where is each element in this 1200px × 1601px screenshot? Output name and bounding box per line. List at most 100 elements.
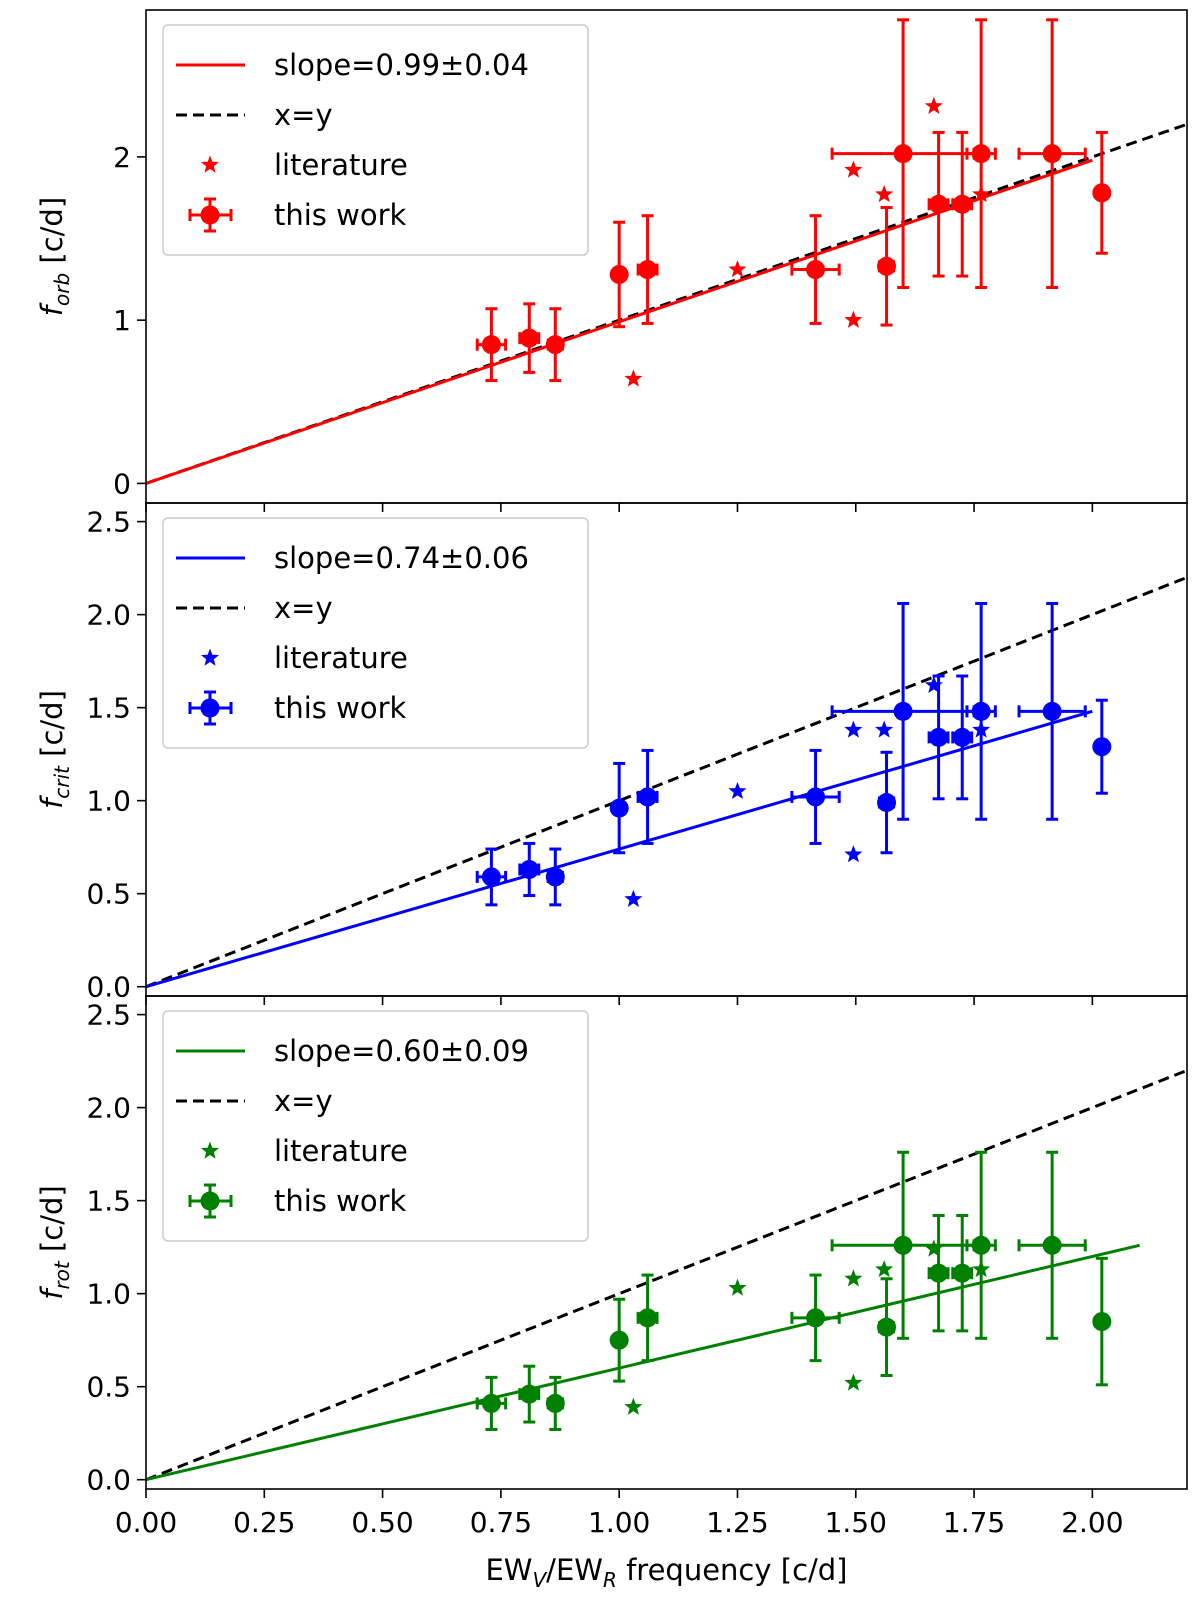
legend-crit: slope=0.74±0.06 x=y literature this work	[162, 517, 589, 749]
marker	[971, 144, 991, 164]
literature-point	[924, 675, 943, 693]
legend-fit-label: slope=0.74±0.06	[274, 541, 529, 575]
marker	[1042, 144, 1062, 164]
fit-line	[146, 1243, 1141, 1482]
x-tick-label: 1.00	[588, 1506, 650, 1539]
literature-point	[624, 1397, 643, 1415]
y-tick-label: 2.0	[86, 599, 131, 632]
this-work-point	[790, 748, 841, 845]
this-work-point	[609, 220, 629, 329]
marker	[971, 701, 991, 721]
plot-area-crit	[146, 576, 1187, 989]
literature-point	[844, 160, 863, 178]
x-tick-label: 2.00	[1061, 1506, 1123, 1539]
this-work-point	[609, 1297, 629, 1383]
marker	[481, 335, 501, 355]
y-tick-label: 2.0	[86, 1092, 131, 1125]
this-work-point	[545, 1375, 565, 1431]
literature-point	[844, 845, 863, 863]
legend-box	[162, 24, 589, 256]
this-work-point	[1092, 130, 1112, 255]
marker	[971, 1235, 991, 1255]
x-tick-label: 1.25	[706, 1506, 768, 1539]
legend-box	[162, 1010, 589, 1242]
this-work-point	[877, 1277, 897, 1378]
y-tick-label: 2	[113, 141, 131, 174]
marker	[877, 793, 897, 813]
this-work-point	[830, 18, 976, 290]
y-tick-label: 0.5	[86, 878, 131, 911]
this-work-point	[790, 214, 841, 325]
panel-rot: 0.0 0.5 1.0 1.5 2.0 2.5 0.00 0.25 0.50 0.75 1.00 1.…	[35, 995, 1188, 1539]
y-axis-label: forb [c/d]	[35, 197, 74, 316]
xy-line	[146, 122, 1187, 485]
marker	[519, 859, 539, 879]
y-tick-label: 1.5	[86, 1185, 131, 1218]
legend-marker	[200, 205, 220, 225]
this-work-point	[927, 1214, 950, 1333]
marker	[1042, 701, 1062, 721]
y-tick-label: 1.5	[86, 692, 131, 725]
y-tick-label: 0.5	[86, 1371, 131, 1404]
legend-star-icon	[200, 648, 220, 666]
legend-literature-label: literature	[274, 148, 408, 182]
legend-this-work-label: this work	[274, 198, 407, 232]
literature-point	[624, 369, 643, 387]
marker	[638, 787, 658, 807]
marker	[806, 1308, 826, 1328]
this-work-point	[965, 1150, 997, 1340]
y-axis-label: frot [c/d]	[35, 1185, 74, 1300]
this-work-point	[475, 847, 508, 907]
literature-point	[844, 720, 863, 738]
marker	[929, 194, 949, 214]
literature-point	[844, 1373, 863, 1391]
this-work-point	[545, 847, 565, 907]
marker	[877, 256, 897, 276]
this-work-point	[475, 307, 508, 383]
legend-this-work-label: this work	[274, 1184, 407, 1218]
literature-point	[875, 184, 894, 203]
this-work-point	[790, 1273, 841, 1363]
x-tick-label: 0.00	[115, 1506, 177, 1539]
this-work-point	[518, 841, 541, 898]
marker	[545, 867, 565, 887]
y-tick-label: 1.0	[86, 785, 131, 818]
marker	[519, 328, 539, 348]
y-axis-label: fcrit [c/d]	[35, 690, 74, 809]
literature-point	[728, 781, 747, 800]
marker	[1092, 183, 1112, 203]
marker	[638, 1308, 658, 1328]
panel-orb: 0 1 2 slope=0.99±0.04 x=y literature this work…	[35, 9, 1188, 512]
legend-fit-label: slope=0.60±0.09	[274, 1034, 529, 1068]
x-tick-label: 1.50	[825, 1506, 887, 1539]
this-work-point	[830, 601, 976, 821]
legend-fit-label: slope=0.99±0.04	[274, 48, 529, 82]
legend-xy-label: x=y	[274, 591, 333, 625]
legend-xy-label: x=y	[274, 1084, 333, 1118]
marker	[877, 1317, 897, 1337]
this-work-point	[951, 674, 974, 801]
this-work-point	[1092, 698, 1112, 795]
legend-star-icon	[200, 1141, 220, 1159]
marker	[481, 1393, 501, 1413]
marker	[638, 260, 658, 280]
literature-point	[844, 310, 863, 328]
this-work-point	[877, 206, 897, 327]
legend-literature-label: literature	[274, 641, 408, 675]
this-work-point	[1092, 1256, 1112, 1387]
x-axis-label: EWV/EWR frequency [c/d]	[485, 1553, 847, 1592]
panel-crit: 0.0 0.5 1.0 1.5 2.0 2.5 slope=0.74±0.06 x=y lite…	[35, 502, 1188, 1005]
this-work-point	[830, 1150, 976, 1340]
x-tick-label: 0.50	[351, 1506, 413, 1539]
y-tick-label: 2.5	[86, 999, 131, 1032]
y-tick-label: 0	[113, 467, 131, 500]
legend-rot: slope=0.60±0.09 x=y literature this work	[162, 1010, 589, 1242]
marker	[1042, 1235, 1062, 1255]
marker	[893, 701, 913, 721]
y-tick-label: 0.0	[86, 1464, 131, 1497]
literature-point	[875, 720, 894, 738]
marker	[519, 1384, 539, 1404]
marker	[609, 1330, 629, 1350]
this-work-point	[1017, 18, 1087, 290]
